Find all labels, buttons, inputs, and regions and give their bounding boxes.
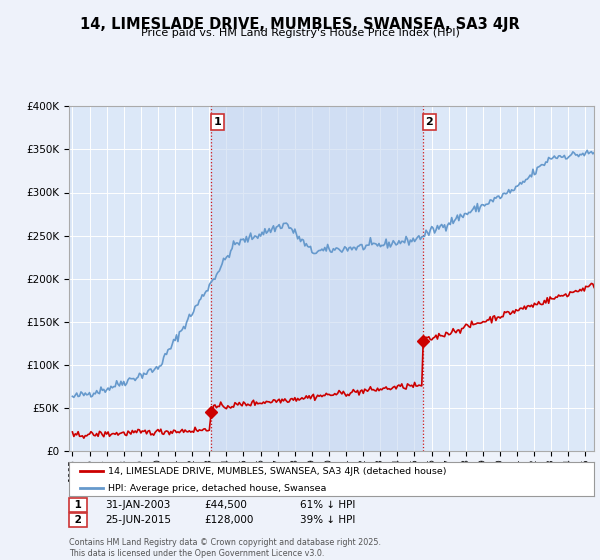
Text: £44,500: £44,500 — [204, 500, 247, 510]
Text: Price paid vs. HM Land Registry's House Price Index (HPI): Price paid vs. HM Land Registry's House … — [140, 28, 460, 38]
Text: £128,000: £128,000 — [204, 515, 253, 525]
Text: 1: 1 — [71, 500, 85, 510]
Text: 2: 2 — [425, 117, 433, 127]
Bar — [211, 106, 422, 451]
Text: 25-JUN-2015: 25-JUN-2015 — [105, 515, 171, 525]
Text: 1: 1 — [214, 117, 221, 127]
Text: 61% ↓ HPI: 61% ↓ HPI — [300, 500, 355, 510]
Text: HPI: Average price, detached house, Swansea: HPI: Average price, detached house, Swan… — [109, 484, 327, 493]
Text: 14, LIMESLADE DRIVE, MUMBLES, SWANSEA, SA3 4JR (detached house): 14, LIMESLADE DRIVE, MUMBLES, SWANSEA, S… — [109, 467, 447, 476]
Text: Contains HM Land Registry data © Crown copyright and database right 2025.
This d: Contains HM Land Registry data © Crown c… — [69, 538, 381, 558]
Text: 2: 2 — [71, 515, 85, 525]
Text: 39% ↓ HPI: 39% ↓ HPI — [300, 515, 355, 525]
Text: 31-JAN-2003: 31-JAN-2003 — [105, 500, 170, 510]
Text: 14, LIMESLADE DRIVE, MUMBLES, SWANSEA, SA3 4JR: 14, LIMESLADE DRIVE, MUMBLES, SWANSEA, S… — [80, 17, 520, 32]
